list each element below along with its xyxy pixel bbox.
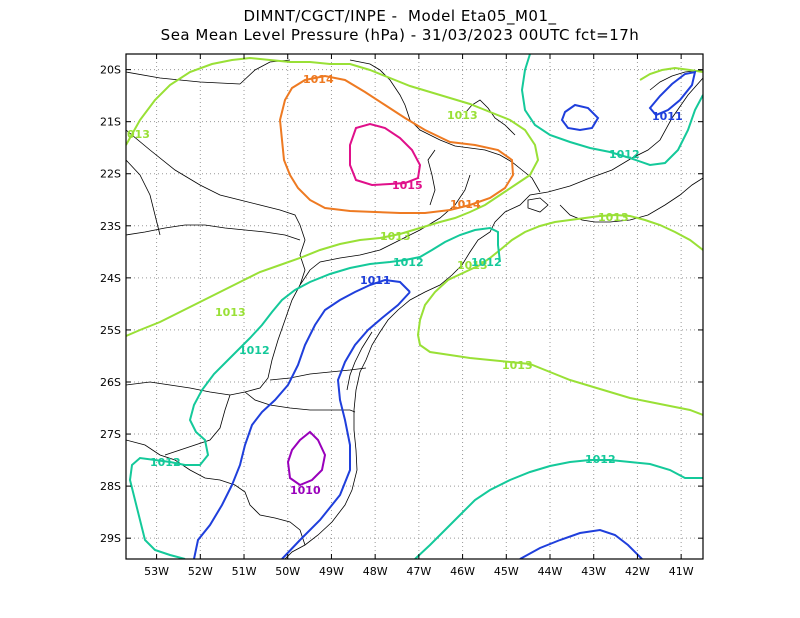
x-tick-label: 42W <box>625 565 650 578</box>
coastline <box>284 77 703 559</box>
contour-1012-south <box>414 459 703 559</box>
y-tick-label: 24S <box>100 272 121 285</box>
state-border-mg-sp <box>349 59 441 141</box>
contour-label: 1012 <box>471 256 502 269</box>
x-tick-label: 49W <box>319 565 344 578</box>
contour-1011-small <box>560 103 600 132</box>
contour-label: 1013 <box>447 109 478 122</box>
y-tick-label: 28S <box>100 480 121 493</box>
contour-label: 1010 <box>290 484 321 497</box>
contour-1014 <box>278 74 515 214</box>
contour-label: 013 <box>127 128 150 141</box>
x-tick-label: 46W <box>450 565 475 578</box>
contour-1013-ne <box>639 66 703 81</box>
x-tick-label: 44W <box>538 565 563 578</box>
y-tick-label: 22S <box>100 168 121 181</box>
argentina-border <box>126 284 301 396</box>
contour-label: 1013 <box>380 230 411 243</box>
contour-1011-ne <box>648 70 697 117</box>
y-axis-ticks: 20S 21S 22S 23S 24S 25S 26S 27S 28S 29S <box>100 64 703 545</box>
contour-label: 1013 <box>215 306 246 319</box>
x-tick-label: 50W <box>275 565 300 578</box>
bolivia-border <box>126 159 161 236</box>
contour-1011-west <box>193 278 411 559</box>
uruguay-border <box>126 439 306 546</box>
contour-1013-north <box>126 56 540 337</box>
contour-label: 1012 <box>239 344 270 357</box>
contour-label: 1015 <box>392 179 423 192</box>
y-tick-label: 26S <box>100 376 121 389</box>
lagoon-coast <box>346 331 373 391</box>
x-tick-label: 48W <box>363 565 388 578</box>
paraguay-border <box>126 129 306 286</box>
plot-frame <box>125 53 704 560</box>
x-tick-label: 53W <box>144 565 169 578</box>
contour-label: 1012 <box>609 148 640 161</box>
country-state-borders <box>126 59 703 559</box>
x-tick-label: 52W <box>188 565 213 578</box>
map-title-line1: DIMNT/CGCT/INPE - Model Eta05_M01_ <box>243 7 557 25</box>
x-tick-label: 51W <box>232 565 257 578</box>
x-tick-label: 47W <box>406 565 431 578</box>
north-border <box>126 71 241 85</box>
y-tick-label: 25S <box>100 324 121 337</box>
contour-1015 <box>349 122 422 187</box>
contour-1012-mid <box>128 226 501 559</box>
rs-sc-border <box>244 391 356 413</box>
north-east-detail <box>649 69 703 91</box>
contour-label: 1012 <box>150 456 181 469</box>
y-tick-label: 27S <box>100 428 121 441</box>
contour-labels: 1014 1014 1015 1013 1013 1013 1013 1013 … <box>127 73 683 497</box>
map-title-line2: Sea Mean Level Pressure (hPa) - 31/03/20… <box>160 26 640 44</box>
contour-1013-east <box>416 213 703 416</box>
state-border-ms <box>239 59 291 85</box>
small-island <box>527 197 549 213</box>
contour-label: 1012 <box>393 256 424 269</box>
y-tick-label: 23S <box>100 220 121 233</box>
contour-1011-south <box>519 528 643 559</box>
y-tick-label: 20S <box>100 64 121 77</box>
sc-border <box>269 367 367 381</box>
contour-1011-east-branch <box>281 291 411 559</box>
y-tick-label: 21S <box>100 116 121 129</box>
x-tick-label: 45W <box>494 565 519 578</box>
x-tick-label: 41W <box>669 565 694 578</box>
contour-label: 1013 <box>457 259 488 272</box>
contour-1010 <box>286 430 327 487</box>
contour-label: 1013 <box>598 211 629 224</box>
map-grid <box>126 54 703 559</box>
pressure-contours <box>126 54 703 559</box>
contour-label: 1014 <box>303 73 334 86</box>
x-tick-label: 43W <box>581 565 606 578</box>
sp-inner-border <box>427 149 436 206</box>
contour-label: 1014 <box>450 198 481 211</box>
river-border <box>126 224 301 241</box>
misiones-border <box>164 394 231 456</box>
contour-1012-north <box>520 54 703 167</box>
contour-label: 1011 <box>652 110 683 123</box>
y-tick-label: 29S <box>100 532 121 545</box>
contour-label: 1013 <box>502 359 533 372</box>
contour-label: 1011 <box>360 274 391 287</box>
parana-sp-border <box>299 174 471 286</box>
contour-label: 1012 <box>585 453 616 466</box>
x-axis-ticks: 53W 52W 51W 50W 49W 48W 47W 46W 45W 44W 43W 42W 41W <box>144 54 694 578</box>
